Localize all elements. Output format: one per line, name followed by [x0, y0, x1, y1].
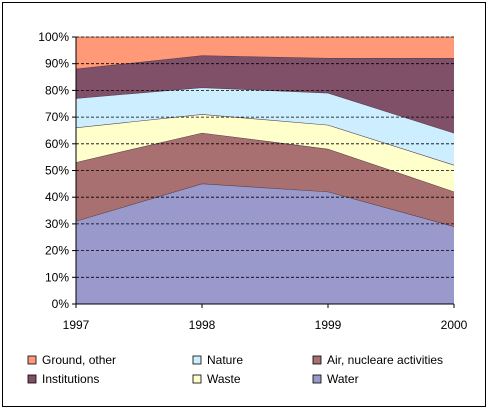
legend-label-water: Water: [327, 372, 359, 386]
y-tick-label: 10%: [45, 270, 69, 284]
y-tick-labels: 0% 10% 20% 30% 40% 50% 60% 70% 80% 90% 100%: [38, 30, 69, 311]
legend-label-institutions: Institutions: [42, 372, 99, 386]
area-boundary-line: [75, 183, 455, 227]
area-air-nucleare-activities: [76, 133, 454, 227]
y-tick-label: 60%: [45, 137, 69, 151]
legend-swatch-water: [312, 374, 322, 384]
y-tick-label: 0%: [52, 297, 70, 311]
y-tick-label: 20%: [45, 244, 69, 258]
area-ground-other: [76, 37, 454, 70]
area-boundary-line: [75, 87, 455, 134]
area-institutions: [76, 55, 454, 134]
legend-label-waste: Waste: [207, 372, 241, 386]
x-tick-labels: 1997 1998 1999 2000: [63, 318, 468, 332]
legend-label-ground-other: Ground, other: [42, 353, 116, 367]
axes: [75, 37, 455, 308]
legend-swatch-nature: [192, 355, 202, 365]
area-nature: [76, 87, 454, 166]
y-tick-label: 40%: [45, 190, 69, 204]
legend-swatch-ground-other: [27, 355, 37, 365]
area-boundary-line: [75, 55, 454, 70]
y-tick-label: 80%: [45, 83, 69, 97]
legend-swatch-institutions: [27, 374, 37, 384]
areas: [75, 36, 455, 304]
y-tick-label: 100%: [38, 30, 69, 44]
y-tick-label: 30%: [45, 217, 69, 231]
y-tick-label: 90%: [45, 57, 69, 71]
legend-swatch-air-nucleare-activities: [312, 355, 322, 365]
y-tick-label: 50%: [45, 164, 69, 178]
legend-label-nature: Nature: [207, 353, 243, 367]
x-tick-label: 2000: [441, 318, 468, 332]
x-tick-label: 1998: [189, 318, 216, 332]
area-water: [76, 183, 454, 304]
x-tick-label: 1997: [63, 318, 90, 332]
y-tick-label: 70%: [45, 110, 69, 124]
gridlines: [72, 36, 454, 305]
area-waste: [76, 114, 454, 192]
x-tick-label: 1999: [315, 318, 342, 332]
area-boundary-line: [75, 114, 455, 166]
legend: Ground, other Nature Air, nucleare activit…: [27, 353, 443, 386]
legend-swatch-waste: [192, 374, 202, 384]
legend-label-air-nucleare-activities: Air, nucleare activities: [327, 353, 443, 367]
